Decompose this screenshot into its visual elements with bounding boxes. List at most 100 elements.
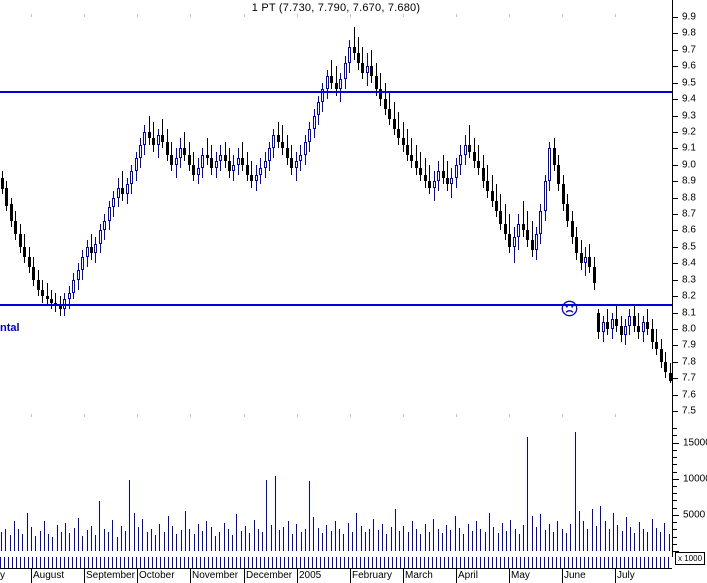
volume-bar (155, 535, 156, 551)
time-axis[interactable]: y August September October November December 2… (0, 557, 672, 583)
volume-bar (429, 531, 430, 551)
time-tick (392, 557, 393, 568)
candle-wick (385, 82, 386, 116)
gridline (403, 414, 404, 557)
volume-bar (613, 512, 614, 551)
volume-bar (318, 527, 319, 551)
candle-body (464, 145, 467, 155)
candle-body (566, 204, 569, 221)
candle-body (535, 233, 538, 251)
time-tick (100, 557, 101, 568)
volume-bar (266, 479, 267, 551)
month-label: December (246, 570, 293, 581)
volume-bar (18, 528, 19, 551)
volume-bar (27, 513, 28, 551)
candle-body (264, 161, 267, 169)
volume-bar (425, 523, 426, 551)
candle-body (597, 312, 600, 333)
month-label: September (86, 570, 135, 581)
volume-bar (262, 531, 263, 551)
candle-body (339, 79, 342, 90)
price-tick-label: 8.6 (682, 224, 696, 236)
volume-bar (309, 480, 310, 551)
time-tick (156, 557, 157, 568)
time-tick (588, 557, 589, 568)
gridline (31, 14, 32, 414)
candle-body (593, 266, 596, 283)
price-tick-label: 8.2 (682, 290, 696, 302)
volume-bar (313, 517, 314, 551)
month-separator (31, 569, 32, 583)
candle-wick (354, 26, 355, 60)
volume-bar (99, 501, 100, 551)
candle-body (170, 154, 173, 165)
price-tick-label: 7.7 (682, 372, 696, 384)
candle-body (361, 62, 364, 73)
gridline (137, 414, 138, 557)
time-tick (612, 557, 613, 568)
time-tick (412, 557, 413, 568)
price-tick (673, 296, 678, 298)
candle-body (366, 66, 369, 73)
time-tick (120, 557, 121, 568)
candle-body (148, 131, 151, 139)
price-tick-label: 9.2 (682, 126, 696, 138)
volume-bar (386, 533, 387, 551)
candle-body (406, 145, 409, 155)
volume-bar (172, 525, 173, 551)
candle-body (224, 154, 227, 162)
volume-bar (40, 530, 41, 551)
price-tick-label: 9.1 (682, 142, 696, 154)
volume-bar (181, 530, 182, 551)
time-tick (464, 557, 465, 568)
volume-bar (527, 436, 528, 551)
candle-body (23, 246, 26, 257)
candle-body (46, 296, 49, 300)
candle-body (628, 315, 631, 326)
candle-body (19, 233, 22, 247)
time-tick (580, 557, 581, 568)
candle-body (557, 164, 560, 185)
price-tick-label: 8.4 (682, 257, 696, 269)
gridline (562, 414, 563, 557)
price-tick (673, 148, 678, 150)
volume-bar (78, 517, 79, 551)
price-pane[interactable]: ntal (0, 14, 672, 414)
candle-body (548, 148, 551, 182)
candle-body (326, 76, 329, 90)
candle-body (526, 230, 529, 241)
volume-bar (420, 534, 421, 551)
candle-body (77, 269, 80, 280)
candle-body (304, 141, 307, 155)
time-tick (428, 557, 429, 568)
candle-body (99, 230, 102, 244)
month-separator (297, 569, 298, 583)
time-tick (352, 557, 353, 568)
volume-bar (339, 528, 340, 551)
time-tick (564, 557, 565, 568)
time-tick (656, 557, 657, 568)
time-tick (200, 557, 201, 568)
time-tick (304, 557, 305, 568)
candle-body (5, 187, 8, 206)
price-tick (673, 230, 678, 232)
price-tick-label: 8.0 (682, 323, 696, 335)
time-tick (616, 557, 617, 568)
candle-wick (371, 49, 372, 83)
volume-pane[interactable]: Forte volume na ruptura (0, 414, 672, 557)
candle-body (442, 171, 445, 178)
candle-wick (527, 210, 528, 247)
candle-body (143, 131, 146, 146)
volume-bar (459, 527, 460, 551)
volume-bar (587, 528, 588, 551)
price-tick-label: 8.3 (682, 274, 696, 286)
volume-bar (48, 534, 49, 551)
volume-tick (673, 486, 677, 487)
volume-bar (22, 533, 23, 551)
volume-bar (463, 533, 464, 551)
price-value-axis[interactable]: 9.9 9.8 9.7 9.6 9.5 9.4 9.3 9.2 9.1 9.0 8.9 8.8 8.7 8… (672, 0, 707, 565)
month-separator (509, 569, 510, 583)
month-label: June (564, 570, 586, 581)
gridline (456, 14, 457, 414)
time-tick (296, 557, 297, 568)
